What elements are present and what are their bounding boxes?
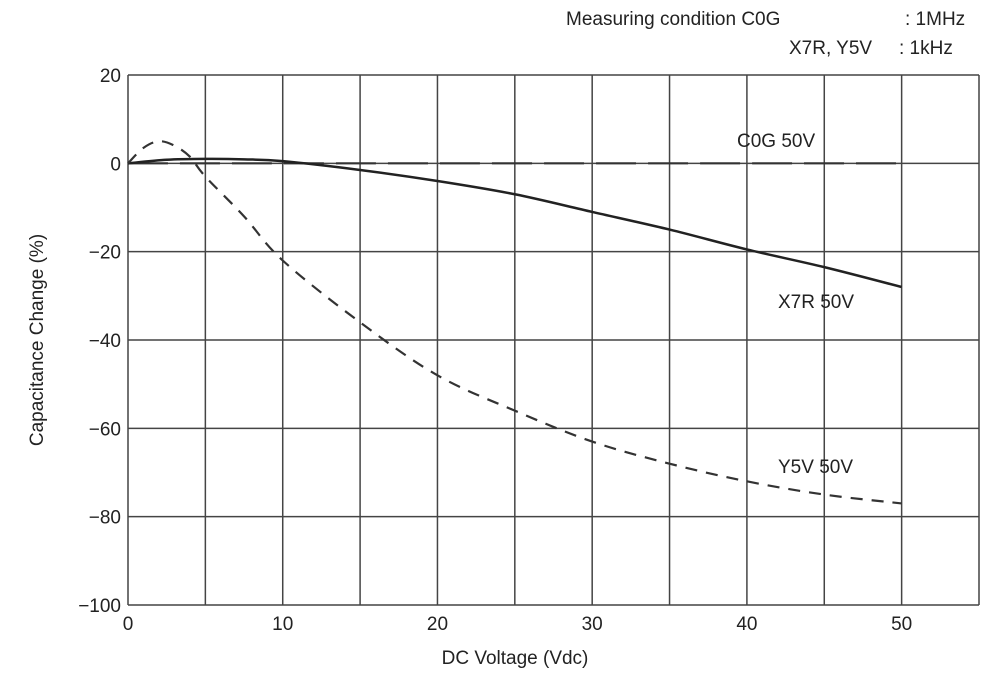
series-label-y5v: Y5V 50V xyxy=(778,457,853,478)
y-tick-label: 0 xyxy=(110,154,121,175)
series-label-x7r: X7R 50V xyxy=(778,292,854,313)
x-tick-label: 0 xyxy=(123,614,134,635)
x-tick-label: 50 xyxy=(891,614,912,635)
y-tick-label: −20 xyxy=(89,243,121,264)
series-line-y5v xyxy=(127,140,902,505)
series-label-c0g: C0G 50V xyxy=(737,131,815,152)
measuring-condition-c0g-value: : 1MHz xyxy=(905,9,966,30)
y-tick-label: −60 xyxy=(89,419,121,440)
measuring-condition-x7r-y5v-value: : 1kHz xyxy=(899,38,953,59)
x-tick-label: 10 xyxy=(272,614,293,635)
x-tick-label: 40 xyxy=(736,614,757,635)
measuring-condition-x7r-y5v-label: X7R, Y5V xyxy=(789,38,873,59)
measuring-condition-c0g-label: Measuring condition C0G xyxy=(566,9,781,30)
y-axis-label: Capacitance Change (%) xyxy=(27,234,48,446)
x-axis-label: DC Voltage (Vdc) xyxy=(442,648,589,669)
y-tick-label: −100 xyxy=(78,596,121,617)
y-tick-label: −80 xyxy=(89,508,121,529)
y-tick-label: −40 xyxy=(89,331,121,352)
series-line-x7r xyxy=(127,157,902,289)
x-tick-label: 30 xyxy=(582,614,603,635)
y-tick-label: 20 xyxy=(100,66,121,87)
x-tick-label: 20 xyxy=(427,614,448,635)
